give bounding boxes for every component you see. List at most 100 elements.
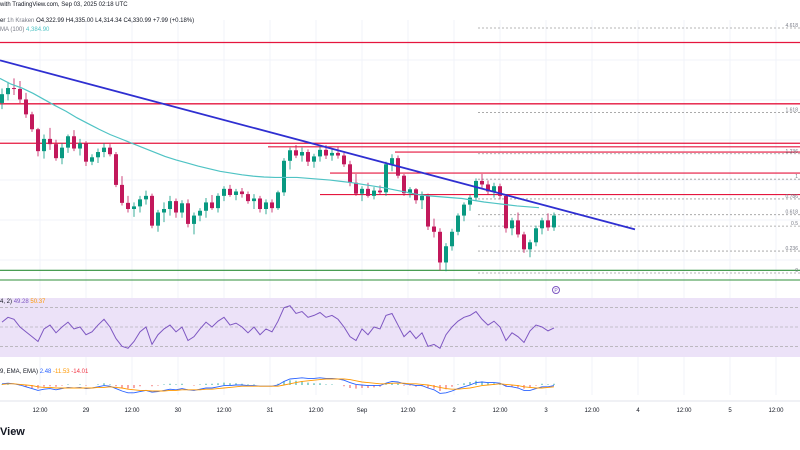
candle-body <box>72 136 76 149</box>
x-tick-label: 5 <box>728 408 732 414</box>
candle-body <box>96 152 100 158</box>
candle-body <box>258 198 262 210</box>
candle-body <box>318 149 322 157</box>
candle-body <box>144 195 148 200</box>
candle-body <box>192 215 196 224</box>
candle-body <box>306 152 310 162</box>
candle-body <box>360 188 364 194</box>
candle-body <box>474 180 478 198</box>
signal-line <box>1 378 555 392</box>
x-tick-label: 12:00 <box>400 408 416 414</box>
x-tick-label: 12:00 <box>32 408 48 414</box>
interval: 1h <box>7 18 14 24</box>
candle-body <box>240 191 244 195</box>
x-tick-label: 3 <box>544 408 548 414</box>
candle-body <box>174 201 178 213</box>
candle-body <box>534 228 538 243</box>
candle-body <box>108 147 112 155</box>
candle-body <box>402 175 406 194</box>
macd-line <box>1 377 555 394</box>
candle-body <box>348 164 352 183</box>
fib-label: 4.618 <box>785 23 798 29</box>
candle-body <box>456 215 460 232</box>
alert-marker-icon[interactable] <box>552 286 560 294</box>
candle-body <box>234 191 238 195</box>
candle-body <box>288 150 292 161</box>
candle-body <box>204 202 208 211</box>
ma-legend: MA (100) 4,384.90 <box>0 27 49 33</box>
candle-body <box>300 152 304 156</box>
candle-body <box>246 194 250 202</box>
candle-body <box>426 195 430 227</box>
macd-legend: 9, EMA, EMA) 2.48 -11.53 -14.01 <box>0 369 88 375</box>
candle-body <box>126 202 130 210</box>
x-tick-label: Sep <box>357 408 368 414</box>
candle-body <box>294 150 298 156</box>
candle-body <box>252 198 256 202</box>
pair: er <box>0 18 6 24</box>
candle-body <box>528 242 532 250</box>
trendline[interactable] <box>0 59 636 231</box>
rsi-band <box>0 298 800 357</box>
candle-body <box>450 231 454 247</box>
candle-body <box>480 180 484 185</box>
candle-body <box>138 199 142 207</box>
macd-value: 2.48 <box>39 369 52 375</box>
fib-label: 0.5 <box>791 221 798 227</box>
candle-body <box>282 160 286 193</box>
candle-body <box>516 220 520 235</box>
candle-body <box>162 209 166 213</box>
candle-body <box>540 220 544 229</box>
ma-label: MA (100) <box>0 27 25 33</box>
published-info: with TradingView.com, Sep 03, 2025 02:18… <box>0 2 128 8</box>
candle-body <box>276 192 280 209</box>
candle-body <box>522 234 526 250</box>
candle-body <box>468 197 472 205</box>
x-tick-label: 31 <box>267 408 274 414</box>
brand-logo-text: View <box>0 426 25 438</box>
candle-body <box>0 94 4 103</box>
candle-body <box>366 188 370 196</box>
candle-body <box>492 186 496 192</box>
rsi-name: 4, 2) <box>0 299 13 305</box>
candle-body <box>114 154 118 185</box>
candle-body <box>324 149 328 156</box>
macd-name: 9, EMA, EMA) <box>0 369 39 375</box>
ma-value: 4,384.90 <box>26 27 50 33</box>
candle-body <box>42 138 46 152</box>
candle-body <box>462 204 466 216</box>
fib-label: 1.236 <box>785 149 798 155</box>
signal-value: -11.53 <box>53 369 70 375</box>
candle-body <box>432 226 436 232</box>
candle-body <box>414 189 418 201</box>
candle-body <box>438 231 442 263</box>
candle-body <box>6 88 10 95</box>
candle-body <box>30 114 34 130</box>
rsi-line <box>1 305 555 350</box>
candle-body <box>78 143 82 149</box>
candle-body <box>12 88 16 90</box>
candle-body <box>228 188 232 195</box>
x-tick-label: 12:00 <box>308 408 324 414</box>
x-tick-label: 12:00 <box>216 408 232 414</box>
candle-body <box>546 220 550 228</box>
candle-body <box>90 157 94 162</box>
ohlc-values: O4,322.99 H4,335.00 L4,314.34 C4,330.99 … <box>36 18 195 24</box>
fib-label: 0.236 <box>785 246 798 252</box>
candle-body <box>186 203 190 224</box>
x-tick-label: 30 <box>175 408 182 414</box>
fib-label: 0 <box>795 268 798 274</box>
candle-body <box>378 190 382 193</box>
candle-body <box>264 202 268 210</box>
alert-marker-glyph: P <box>554 288 558 294</box>
x-tick-label: 12:00 <box>584 408 600 414</box>
rsi-ma-value: 50.37 <box>30 299 46 305</box>
candle-body <box>180 203 184 213</box>
candle-body <box>270 202 274 209</box>
candle-body <box>498 186 502 196</box>
exchange: Kraken <box>15 18 35 24</box>
candle-body <box>390 158 394 165</box>
candle-body <box>510 220 514 229</box>
candle-body <box>102 147 106 153</box>
